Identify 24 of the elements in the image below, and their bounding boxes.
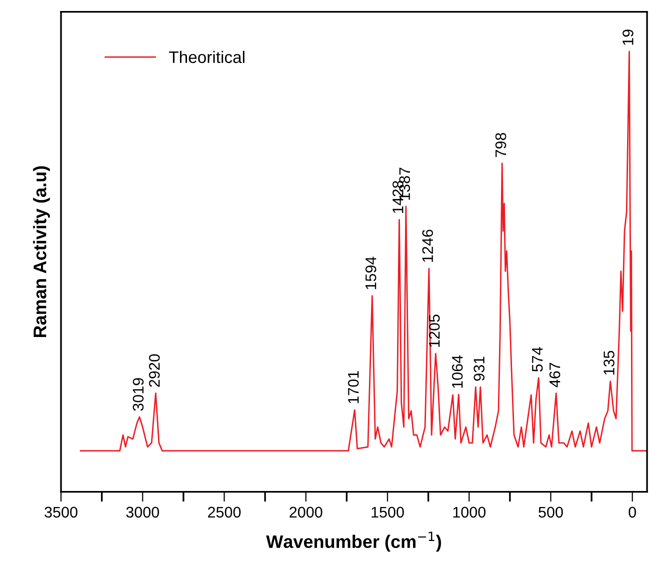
annotation: 467	[549, 362, 560, 388]
annotation: 2920	[148, 354, 160, 387]
x-tick-label: 3500	[44, 506, 78, 518]
annotation: 1205	[428, 314, 440, 347]
annotation: 1246	[422, 230, 434, 262]
x-tick-label: 1000	[453, 506, 486, 518]
annotation: 19	[622, 30, 634, 45]
annotation: 1064	[452, 355, 463, 388]
annotation: 1701	[348, 371, 359, 404]
annotation: 3019	[132, 378, 144, 411]
x-tick-label: 3000	[126, 506, 160, 518]
x-axis-title: Wavenumber (cm$^{−1}$)	[266, 532, 442, 552]
annotation: 1594	[365, 256, 376, 290]
y-axis-title: Raman Activity (a.u)	[33, 166, 50, 338]
x-tick-label: 2500	[208, 506, 241, 518]
annotation: 931	[474, 356, 484, 381]
x-tick-label: 0	[628, 506, 636, 518]
annotation: 574	[532, 347, 543, 372]
legend-label: Theoritical	[169, 50, 244, 64]
annotation: 798	[495, 132, 506, 157]
annotation: 135	[604, 350, 614, 375]
x-tick-label: 1500	[372, 506, 404, 518]
x-tick-label: 500	[538, 506, 563, 518]
x-tick-label: 2000	[290, 506, 322, 518]
